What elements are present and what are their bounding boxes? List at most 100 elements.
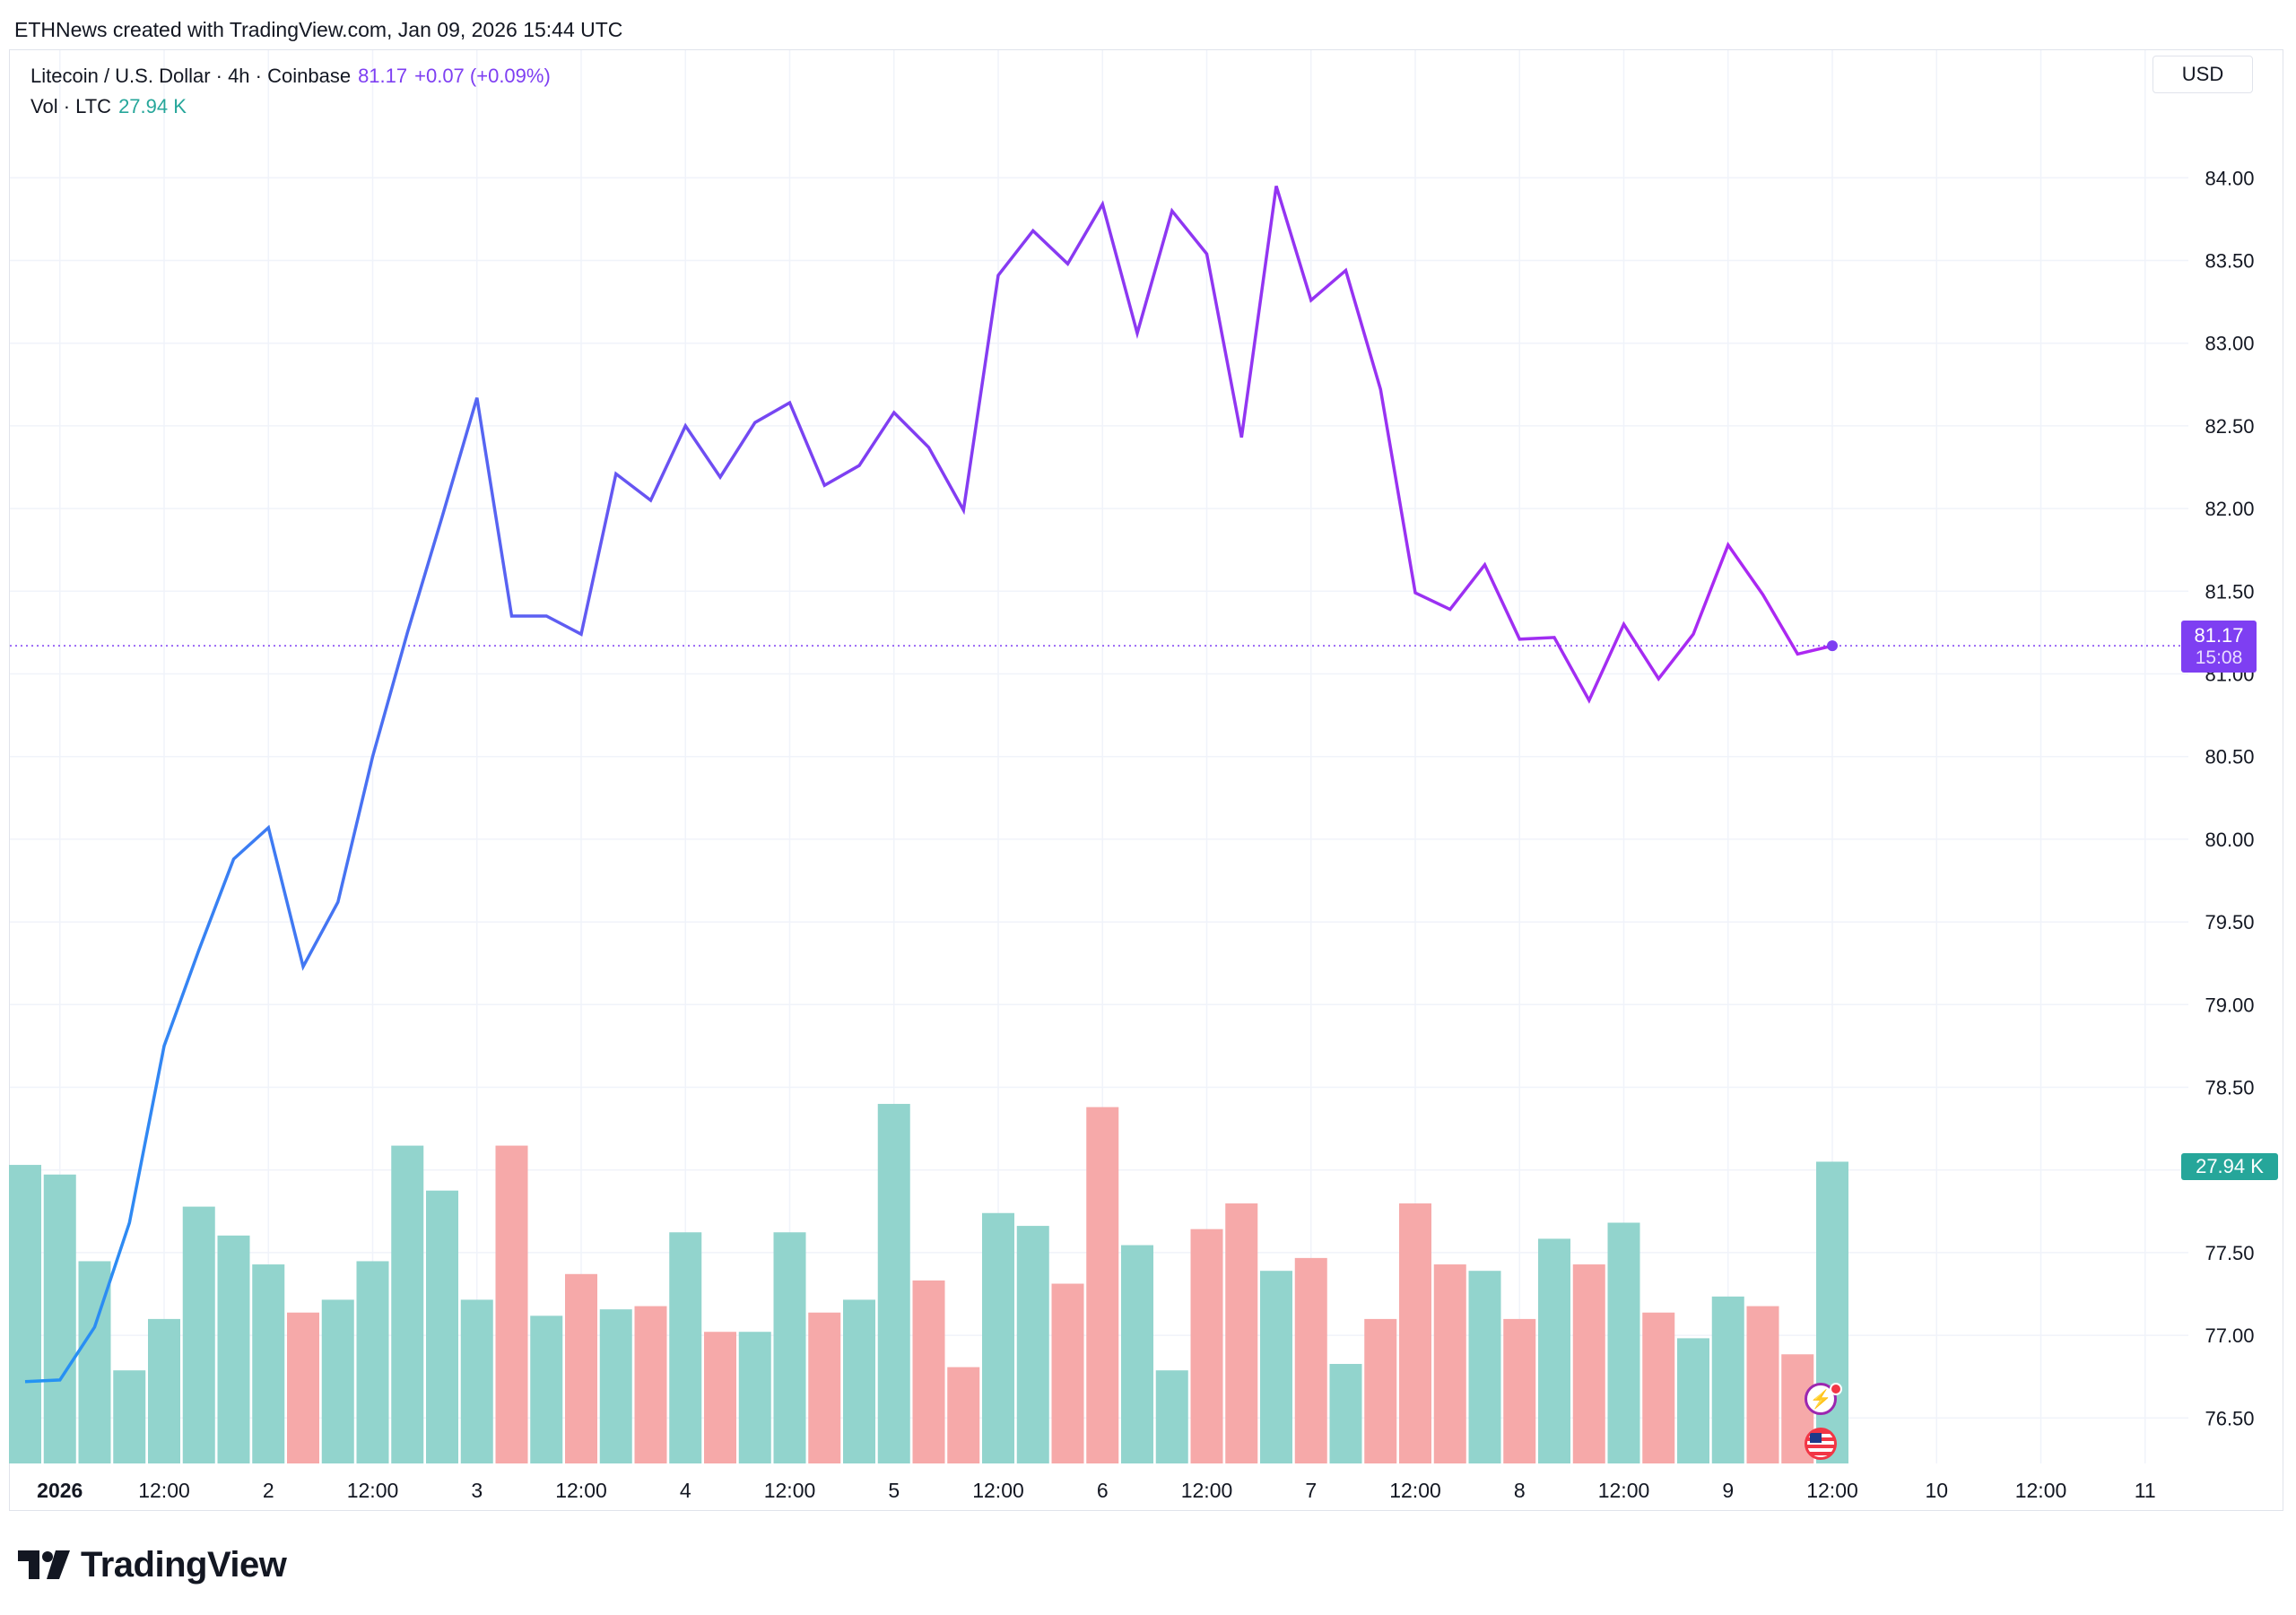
volume-bar [634,1306,667,1463]
volume-bar [1816,1161,1848,1463]
volume-pane [9,1104,1848,1463]
time-tick-label: 12:00 [138,1479,190,1502]
time-tick-label: 12:00 [972,1479,1024,1502]
volume-bar [947,1367,980,1463]
legend-symbol[interactable]: Litecoin / U.S. Dollar · 4h · Coinbase [30,65,352,87]
price-tick-label: 80.50 [2205,746,2254,768]
last-price-value: 81.17 [2194,624,2244,647]
legend-volume-value: 27.94 K [118,95,187,117]
time-tick-label: 5 [888,1479,900,1502]
time-tick-label: 12:00 [1806,1479,1858,1502]
volume-bar [217,1235,250,1463]
price-tick-label: 80.00 [2205,829,2254,851]
legend-price: 81.17 [358,65,408,87]
volume-bar [1051,1283,1084,1463]
volume-bar [704,1332,736,1463]
bar-countdown: 15:08 [2195,647,2243,668]
volume-bar [1468,1271,1501,1463]
volume-bar [43,1174,76,1463]
volume-bar [287,1312,319,1463]
price-tick-label: 79.50 [2205,911,2254,933]
volume-bar [1016,1226,1049,1463]
volume-bar [426,1190,458,1463]
volume-bar [1086,1107,1119,1463]
last-price-label: 81.17 15:08 [2181,621,2257,673]
price-tick-label: 77.00 [2205,1324,2254,1347]
last-point [1827,640,1838,652]
volume-bar [1121,1245,1153,1463]
volume-bar [391,1145,424,1463]
volume-bar [460,1299,493,1463]
time-axis[interactable]: 2026 12:00 2 12:00 3 12:00 4 12:00 5 12:00 6 12:00 7… [37,1479,2156,1502]
volume-bar [1538,1238,1570,1463]
tradingview-logo-text: TradingView [81,1544,287,1585]
volume-bar [321,1299,354,1463]
price-tick-label: 76.50 [2205,1407,2254,1429]
volume-bar [1260,1271,1292,1463]
time-tick-label: 12:00 [347,1479,399,1502]
volume-bar [1711,1296,1744,1463]
time-tick-label: 2026 [37,1479,83,1502]
price-tick-label: 77.50 [2205,1242,2254,1264]
time-tick-label: 12:00 [1598,1479,1650,1502]
volume-bar [1155,1370,1188,1463]
price-tick-label: 82.50 [2205,415,2254,438]
time-tick-label: 12:00 [1181,1479,1233,1502]
volume-bar [356,1261,389,1463]
price-tick-label: 82.00 [2205,498,2254,520]
volume-bar [877,1104,910,1463]
tradingview-logo[interactable]: TradingView [18,1542,287,1587]
price-axis[interactable]: 84.0083.5083.0082.5082.0081.5081.0080.50… [2205,167,2254,1429]
volume-bar [599,1309,632,1463]
time-tick-label: 12:00 [2015,1479,2067,1502]
price-line [24,185,1833,1384]
time-tick-label: 10 [1925,1479,1948,1502]
volume-bar [148,1318,180,1463]
price-tick-label: 83.50 [2205,250,2254,273]
price-tick-label: 81.50 [2205,580,2254,603]
volume-bar [113,1370,146,1463]
volume-bar [738,1332,771,1463]
volume-bar [495,1145,528,1463]
time-tick-label: 6 [1097,1479,1109,1502]
volume-bar [1572,1264,1605,1463]
volume-bar [9,1165,41,1463]
volume-bar [252,1264,285,1463]
volume-bar [773,1232,806,1463]
volume-bar [565,1273,597,1463]
time-tick-label: 7 [1305,1479,1317,1502]
chart-grid [10,50,2188,1463]
volume-bar [669,1232,702,1463]
price-series [24,185,1838,1384]
legend-change: +0.07 (+0.09%) [414,65,551,87]
volume-bar [1294,1257,1327,1463]
time-tick-label: 9 [1722,1479,1734,1502]
volume-bar [182,1206,215,1463]
volume-bar [530,1315,563,1463]
volume-bar [1399,1203,1431,1463]
volume-bar [1677,1338,1709,1463]
time-tick-label: 11 [2135,1479,2156,1502]
time-tick-label: 12:00 [1389,1479,1441,1502]
legend-symbol-row[interactable]: Litecoin / U.S. Dollar · 4h · Coinbase 81… [30,65,551,88]
chart-credit: ETHNews created with TradingView.com, Ja… [14,18,623,41]
volume-bar [1642,1312,1675,1463]
legend-volume-row[interactable]: Vol · LTC 27.94 K [30,95,187,118]
volume-bar [912,1280,945,1463]
time-tick-label: 8 [1514,1479,1526,1502]
legend-volume-label[interactable]: Vol · LTC [30,95,112,117]
tradingview-logo-icon [18,1550,70,1579]
price-tick-label: 83.00 [2205,333,2254,355]
time-tick-label: 12:00 [555,1479,607,1502]
volume-bar [1225,1203,1258,1463]
price-tick-label: 79.00 [2205,994,2254,1016]
volume-bar [982,1212,1014,1463]
currency-button[interactable]: USD [2152,56,2253,93]
notification-dot [1830,1383,1842,1395]
volume-bar [1364,1318,1397,1463]
volume-bar [1607,1222,1640,1463]
price-tick-label: 84.00 [2205,167,2254,189]
chart-frame [9,49,2283,1511]
volume-bar [1746,1306,1779,1463]
